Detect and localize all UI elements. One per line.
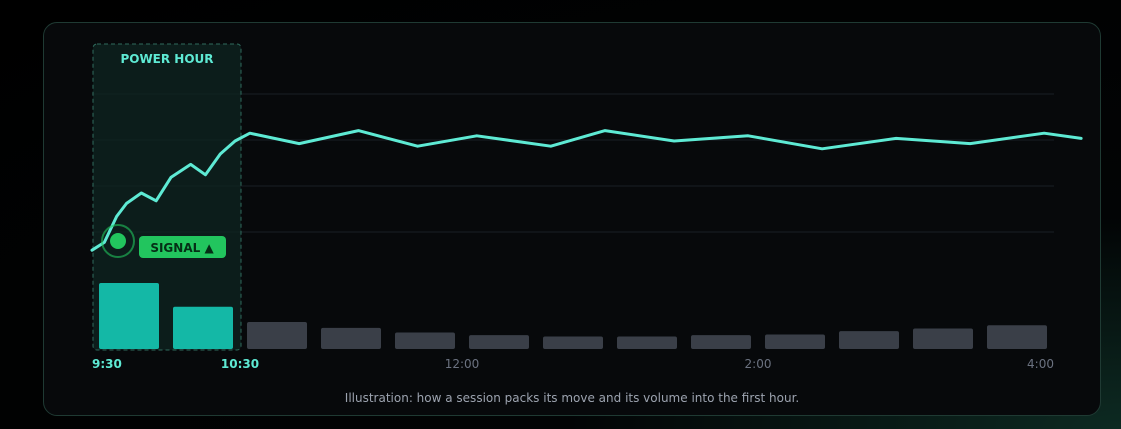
- x-tick-label: 12:00: [445, 357, 480, 371]
- chart-caption: Illustration: how a session packs its mo…: [344, 391, 800, 405]
- volume-bar: [173, 306, 233, 349]
- volume-bar: [395, 332, 455, 349]
- volume-bar: [987, 325, 1047, 349]
- signal-label: SIGNAL ▲: [150, 241, 214, 255]
- volume-bar: [691, 335, 751, 349]
- power-hour-label: POWER HOUR: [120, 52, 213, 66]
- volume-bar: [321, 327, 381, 349]
- volume-bar: [247, 321, 307, 349]
- volume-bar: [469, 335, 529, 349]
- volume-bar: [839, 331, 899, 349]
- volume-bar: [765, 334, 825, 349]
- volume-bar: [913, 328, 973, 349]
- x-tick-label: 4:00: [1027, 357, 1054, 371]
- chart-card: POWER HOUR SIGNAL ▲ 9:30 10:30 12:00 2:00 4:…: [43, 22, 1101, 416]
- volume-bar: [99, 283, 159, 349]
- volume-bar: [617, 336, 677, 349]
- signal-ring: [101, 224, 135, 258]
- signal-dot: [110, 233, 126, 249]
- price-line: [90, 129, 1083, 252]
- power-hour-window: [92, 43, 242, 351]
- x-tick-label: 2:00: [745, 357, 772, 371]
- x-tick-label: 10:30: [221, 357, 259, 371]
- session-chart: POWER HOUR SIGNAL ▲ 9:30 10:30 12:00 2:00 4:…: [90, 43, 1083, 371]
- volume-bar: [543, 336, 603, 349]
- signal-badge: [139, 236, 226, 258]
- x-tick-label: 9:30: [92, 357, 122, 371]
